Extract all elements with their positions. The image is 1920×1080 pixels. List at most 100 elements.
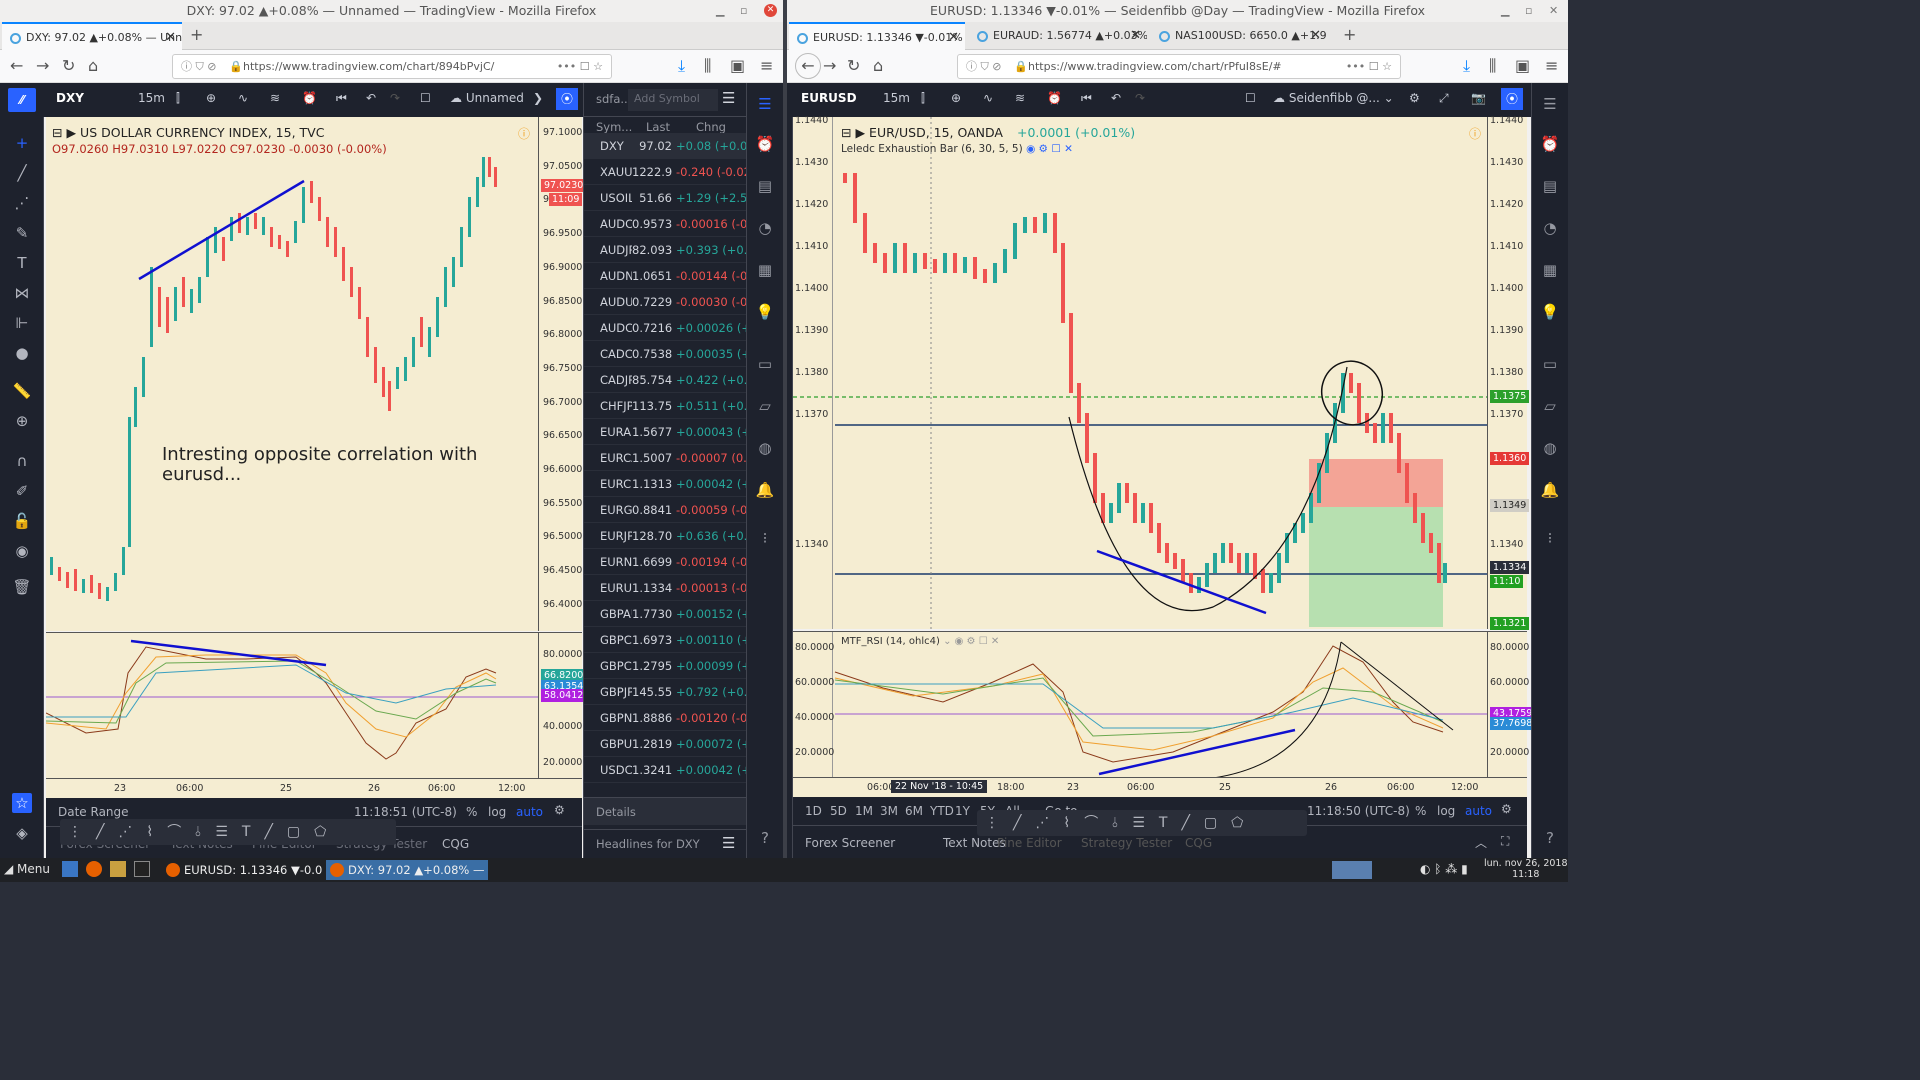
date-range-button[interactable]: Date Range <box>58 805 129 819</box>
watchlist-row[interactable]: USDCAD1.32416 +0.00042 (+0.0 <box>584 757 746 783</box>
percent-button[interactable]: % <box>466 805 477 819</box>
data-window-icon[interactable]: ▤ <box>755 177 775 197</box>
restore-icon[interactable]: ▫ <box>1525 0 1532 22</box>
library-icon[interactable]: ⫼ <box>1489 56 1496 76</box>
home-icon[interactable]: ⌂ <box>88 56 98 75</box>
auto-button[interactable]: auto <box>1465 804 1492 818</box>
watchlist-menu-icon[interactable]: ☰ <box>722 89 735 107</box>
menu-icon[interactable]: ≡ <box>1545 56 1558 75</box>
terminal-launcher-icon[interactable] <box>134 861 150 877</box>
object-tree-icon[interactable]: ◈ <box>12 823 32 843</box>
watchlist-icon[interactable]: ☰ <box>755 95 775 115</box>
dxy-time-axis[interactable]: 23 06:00 25 26 06:00 12:00 <box>46 778 582 798</box>
collapse-panel-icon[interactable]: ︿ <box>1475 834 1487 851</box>
alert-icon[interactable]: ⏰ <box>302 91 317 105</box>
alerts-icon[interactable]: ⏰ <box>755 135 775 155</box>
symbol-search[interactable]: DXY <box>56 91 84 105</box>
dxy-oscillator[interactable] <box>46 632 538 778</box>
stay-drawing-icon[interactable]: ✐ <box>12 481 32 501</box>
downloads-icon[interactable]: ⤓ <box>678 56 685 76</box>
snapshot-camera-icon[interactable]: 📷 <box>1471 91 1486 105</box>
lock-drawing-icon[interactable]: 🔓 <box>12 511 32 531</box>
watchlist-row[interactable]: DXY 97.02 +0.08 (+0.08% <box>584 133 746 159</box>
firefox-launcher-icon[interactable] <box>86 861 102 877</box>
settings-gear-icon[interactable]: ⚙ <box>554 803 565 817</box>
close-window-icon[interactable]: ✕ <box>764 4 777 17</box>
library-icon[interactable]: ⫼ <box>704 56 711 76</box>
footer-tab-cqg[interactable]: CQG <box>1185 836 1212 850</box>
interval-button[interactable]: 15m <box>138 91 165 105</box>
watchlist-row[interactable]: GBPNZD1.88869 -0.00120 (-0.0 <box>584 705 746 731</box>
back-icon[interactable]: ← <box>10 56 23 75</box>
minimize-icon[interactable]: ▁ <box>1501 0 1509 22</box>
watchlist-row[interactable]: CADCHF0.75381 +0.00035 (+0.0 <box>584 341 746 367</box>
legend-collapse-icon[interactable]: ⊟ ▶ <box>52 125 76 140</box>
text-tool-icon[interactable]: T <box>12 253 32 273</box>
data-window-icon[interactable]: ▤ <box>1540 177 1560 197</box>
log-button[interactable]: log <box>1437 804 1455 818</box>
forward-icon[interactable]: → <box>36 56 49 75</box>
interval-button[interactable]: 15m <box>883 91 910 105</box>
redo-icon[interactable]: ↷ <box>1135 91 1145 105</box>
messages-icon[interactable]: ▱ <box>1540 397 1560 417</box>
alerts-icon[interactable]: ⏰ <box>1540 135 1560 155</box>
range-button-1y[interactable]: 1Y <box>955 804 970 818</box>
percent-button[interactable]: % <box>1415 804 1426 818</box>
rsi-down-line[interactable] <box>1341 642 1453 730</box>
hotlist-icon[interactable]: ◔ <box>1540 219 1560 239</box>
help-icon[interactable]: ? <box>1540 829 1560 849</box>
bar-style-icon[interactable]: ⫿ <box>176 91 180 106</box>
eurusd-oscillator[interactable]: 80.0000 60.0000 40.0000 20.0000 MTF_RSI (14… <box>793 631 1487 777</box>
dxy-chart-area[interactable]: Intresting opposite correlation with eur… <box>46 117 538 631</box>
help-icon[interactable]: ? <box>755 829 775 849</box>
layout-name[interactable]: ☁ Seidenfibb @... ⌄ <box>1273 91 1394 105</box>
footer-tab-forex-screener[interactable]: Forex Screener <box>805 836 895 850</box>
files-launcher-icon[interactable] <box>110 861 126 877</box>
reload-icon[interactable]: ↻ <box>847 56 860 75</box>
order-panel-icon[interactable]: ⁝ <box>1540 529 1560 549</box>
watchlist-row[interactable]: EURAUD1.56774+0.00043 (+0.0 <box>584 419 746 445</box>
zoom-icon[interactable]: ⊕ <box>12 411 32 431</box>
close-tab-icon[interactable]: ✕ <box>1130 22 1141 50</box>
desktop-launcher-icon[interactable] <box>62 861 78 877</box>
new-tab-icon[interactable]: + <box>190 25 203 44</box>
browser-tab-nas100[interactable]: NAS100USD: 6650.0 ▲+1.94% ✕ <box>1151 22 1327 50</box>
redo-icon[interactable]: ↷ <box>390 91 400 105</box>
rsi-settings-icon[interactable]: ⌄ ◉ ⚙ ☐ ✕ <box>943 636 999 647</box>
col-last[interactable]: Last <box>646 120 670 134</box>
forward-icon[interactable]: → <box>823 56 836 75</box>
eurusd-chart-area[interactable]: 1.1440 1.1430 1.1420 1.1410 1.1400 1.1390 1.13… <box>793 117 1487 629</box>
range-button-1m[interactable]: 1M <box>855 804 873 818</box>
indicators-icon[interactable]: ∿ <box>238 91 248 105</box>
url-bar[interactable]: ⓘ ⛉ ⊘ 🔒 https://www.tradingview.com/char… <box>172 54 612 79</box>
layout-name[interactable]: ☁ Unnamed <box>450 91 524 105</box>
watchlist-row[interactable]: GBPCHF1.27957 +0.00099 (+0.0 <box>584 653 746 679</box>
fib-icon[interactable]: ⋰ <box>12 193 32 213</box>
range-button-3m[interactable]: 3M <box>880 804 898 818</box>
watchlist-toggle-icon[interactable]: ⦿ <box>556 88 578 110</box>
close-tab-icon[interactable]: ✕ <box>1310 22 1321 50</box>
clock[interactable]: lun. nov 26, 2018 11:18 <box>1484 858 1568 880</box>
magnet-icon[interactable]: ∩ <box>12 451 32 471</box>
messages-icon[interactable]: ▱ <box>755 397 775 417</box>
trash-icon[interactable]: 🗑 <box>12 577 32 597</box>
bar-style-icon[interactable]: ⫿ <box>921 91 925 106</box>
compare-icon[interactable]: ⊕ <box>951 91 961 105</box>
browser-tab-dxy[interactable]: DXY: 97.02 ▲+0.08% — Unnamed ✕ <box>2 22 182 50</box>
watchlist-row[interactable]: XAUUSD1222.90 -0.240 (-0.02% <box>584 159 746 185</box>
undo-icon[interactable]: ↶ <box>366 91 376 105</box>
rsi-legend[interactable]: MTF_RSI (14, ohlc4) ⌄ ◉ ⚙ ☐ ✕ <box>841 636 999 647</box>
calendar-icon[interactable]: ▦ <box>1540 261 1560 281</box>
streams-icon[interactable]: ◍ <box>755 439 775 459</box>
trendline-icon[interactable]: ╱ <box>12 163 32 183</box>
range-button-ytd[interactable]: YTD <box>930 804 954 818</box>
restore-icon[interactable]: ▫ <box>740 0 747 22</box>
sidebar-icon[interactable]: ▣ <box>1515 56 1530 75</box>
sidebar-icon[interactable]: ▣ <box>730 56 745 75</box>
hotlist-icon[interactable]: ◔ <box>755 219 775 239</box>
favorites-star-icon[interactable]: ☆ <box>12 793 32 813</box>
dxy-trendline[interactable] <box>139 181 304 279</box>
browser-tab-euraud[interactable]: EURAUD: 1.56774 ▲+0.03% ✕ <box>969 22 1147 50</box>
shape-icon[interactable]: ● <box>12 343 32 363</box>
